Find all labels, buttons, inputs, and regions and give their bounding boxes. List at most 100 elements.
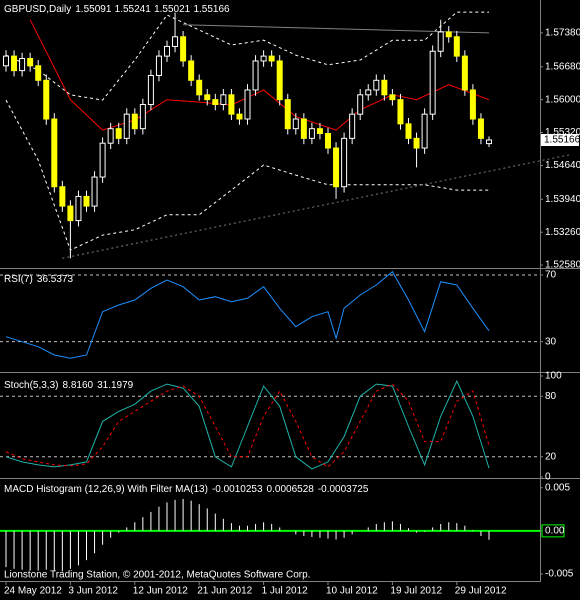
- x-tick-label: 24 May 2012: [4, 586, 62, 597]
- candle-body: [453, 36, 460, 57]
- header-value: 0.0006528: [267, 484, 315, 495]
- candle-body: [373, 79, 380, 91]
- candle-body: [260, 55, 267, 62]
- x-tick-label: 12 Jun 2012: [133, 586, 188, 597]
- candle-body: [107, 128, 114, 144]
- candle-body: [244, 89, 251, 120]
- header-value: 31.1979: [97, 380, 134, 391]
- header-title: Stoch(5,3,3): [4, 380, 58, 391]
- candle-body: [180, 36, 187, 62]
- candle-body: [220, 94, 227, 105]
- header-value: 1.55021: [154, 4, 191, 15]
- candle-body: [115, 128, 122, 139]
- candle-body: [228, 94, 235, 115]
- y-tick-label: 100: [545, 371, 562, 382]
- candle-body: [139, 103, 146, 130]
- overlay-line: [5, 11, 489, 101]
- header-value: 1.55166: [193, 4, 230, 15]
- candle-body: [349, 113, 356, 139]
- header-title: GBPUSD,Daily: [4, 4, 71, 15]
- candle-body: [155, 55, 162, 76]
- candle-body: [308, 128, 315, 139]
- y-tick-label: 0.00: [545, 526, 565, 537]
- y-tick-label: 1.54640: [545, 160, 580, 171]
- y-tick-label: 80: [545, 391, 557, 402]
- header-value: 36.5373: [37, 274, 74, 285]
- y-tick-label: 1.55320: [545, 127, 580, 138]
- candle-body: [365, 89, 372, 96]
- overlay-line: [62, 154, 570, 259]
- candle-body: [421, 113, 428, 149]
- indicator-line: [5, 270, 490, 359]
- candle-body: [131, 113, 138, 130]
- candle-body: [164, 45, 170, 57]
- candle-body: [381, 79, 388, 96]
- header-value: 1.55241: [115, 4, 152, 15]
- candle-body: [67, 205, 74, 222]
- candle-body: [91, 176, 98, 207]
- candle-body: [341, 137, 348, 188]
- candle-body: [188, 60, 195, 81]
- candle-body: [357, 94, 364, 115]
- footer: Lionstone Trading Station, © 2001-2012, …: [4, 570, 310, 581]
- candle-body: [292, 118, 299, 130]
- candle-body: [11, 55, 18, 72]
- y-tick-label: -0.005: [545, 569, 574, 580]
- candle-body: [325, 133, 331, 149]
- candle-body: [397, 99, 404, 125]
- overlay-line: [29, 19, 490, 131]
- y-tick-label: 1.53940: [545, 194, 580, 205]
- candle-body: [75, 195, 82, 222]
- candle-body: [276, 60, 283, 101]
- indicator-line: [5, 379, 490, 470]
- candle-body: [123, 113, 130, 139]
- panel-header: Stoch(5,3,3) 8.8160 31.1979: [4, 380, 134, 391]
- x-tick-label: 10 Jul 2012: [326, 586, 378, 597]
- candle-body: [19, 58, 26, 72]
- candle-body: [284, 99, 291, 130]
- header-title: RSI(7): [4, 274, 33, 285]
- candle-body: [99, 142, 106, 178]
- price-tag-label: 1.55166: [544, 135, 580, 146]
- candle-body: [333, 147, 340, 188]
- candle-body: [51, 118, 58, 188]
- x-tick-label: 29 Jul 2012: [455, 586, 507, 597]
- candle-body: [268, 55, 275, 62]
- indicator-line: [5, 383, 490, 468]
- candle-body: [461, 55, 468, 91]
- x-tick-label: 3 Jun 2012: [68, 586, 118, 597]
- overlay-line: [5, 99, 489, 251]
- candle-body: [389, 94, 396, 101]
- candle-body: [212, 99, 219, 105]
- price-tag: [541, 133, 579, 146]
- candle-body: [413, 137, 420, 149]
- zero-tag: [541, 524, 565, 538]
- y-tick-label: 1.56000: [545, 94, 580, 105]
- x-tick-label: 21 Jun 2012: [197, 586, 252, 597]
- x-tick-label: 1 Jul 2012: [262, 586, 309, 597]
- candle-body: [316, 128, 323, 135]
- x-tick-label: 19 Jul 2012: [390, 586, 442, 597]
- candle-body: [477, 118, 484, 139]
- y-tick-label: 1.53260: [545, 227, 580, 238]
- y-tick-label: 20: [545, 451, 557, 462]
- candle-body: [486, 139, 492, 145]
- y-tick-label: 1.52580: [545, 260, 580, 271]
- candle-body: [59, 186, 66, 207]
- candle-body: [469, 89, 476, 120]
- y-tick-label: 1.57380: [545, 28, 580, 39]
- y-tick-label: 0.005: [545, 482, 570, 493]
- candle-body: [147, 74, 154, 105]
- panel-header: MACD Histogram (12,26,9) With Filter MA(…: [4, 484, 369, 495]
- y-tick-label: 1.56680: [545, 61, 580, 72]
- candle-body: [27, 58, 34, 67]
- candle-body: [204, 94, 211, 101]
- header-value: 1.55091: [75, 4, 112, 15]
- candle-body: [300, 118, 307, 139]
- candle-body: [43, 79, 50, 120]
- candle-body: [196, 79, 203, 96]
- candle-body: [83, 195, 90, 207]
